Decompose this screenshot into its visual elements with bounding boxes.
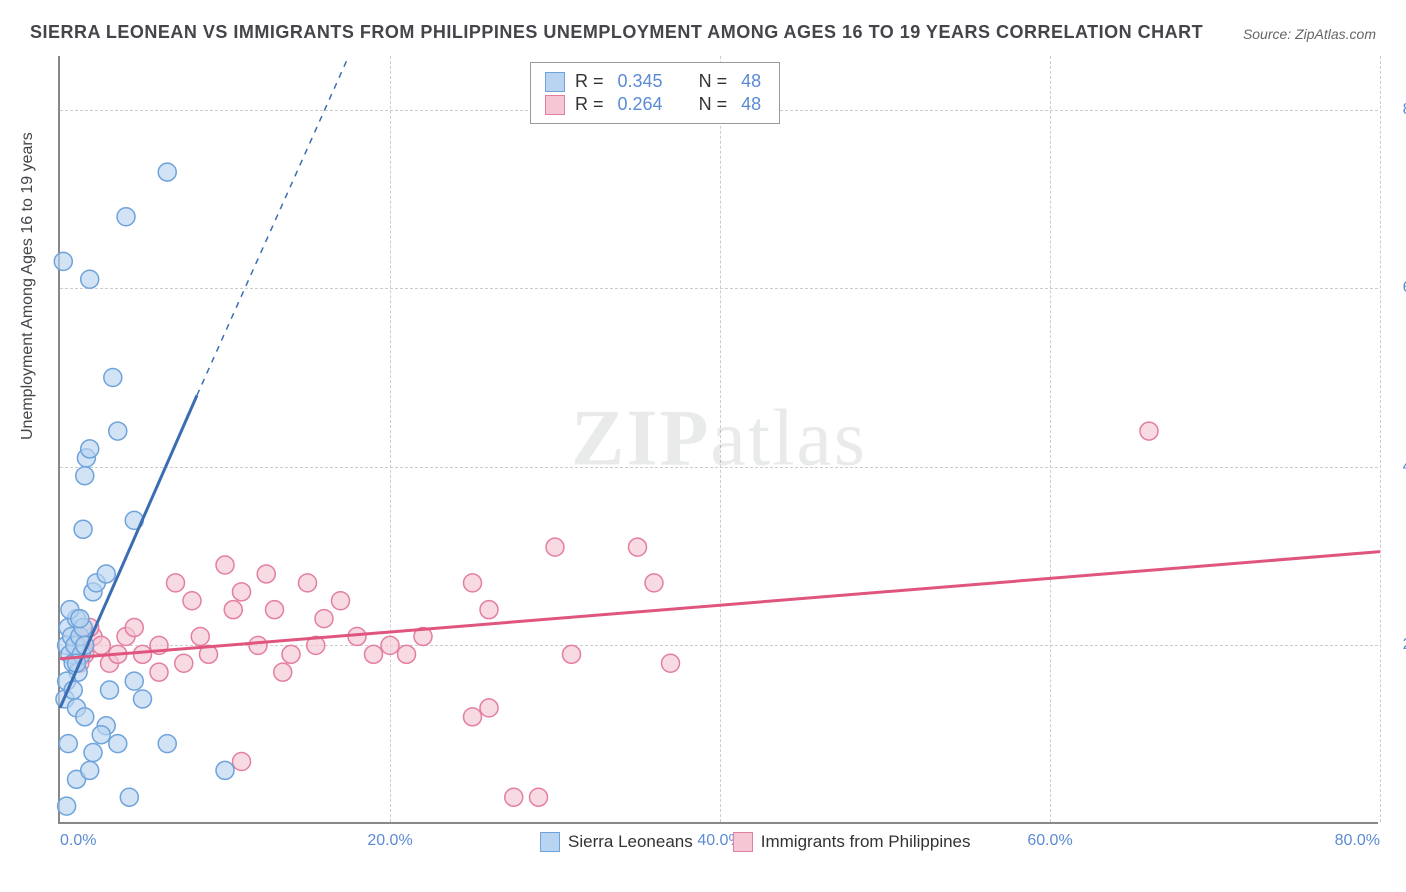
x-tick-label: 80.0% xyxy=(1335,832,1380,850)
n-value-a: 48 xyxy=(741,71,761,92)
r-value-b: 0.264 xyxy=(618,94,663,115)
chart-title: SIERRA LEONEAN VS IMMIGRANTS FROM PHILIP… xyxy=(30,22,1203,43)
series-a-name: Sierra Leoneans xyxy=(568,832,693,852)
series-legend: Sierra Leoneans Immigrants from Philippi… xyxy=(540,832,971,852)
legend-item-series-b: Immigrants from Philippines xyxy=(733,832,971,852)
swatch-series-b xyxy=(733,832,753,852)
r-label: R = xyxy=(575,94,604,115)
source-attribution: Source: ZipAtlas.com xyxy=(1243,26,1376,42)
x-tick-label: 20.0% xyxy=(367,832,412,850)
r-label: R = xyxy=(575,71,604,92)
x-tick-label: 60.0% xyxy=(1027,832,1072,850)
y-axis-label: Unemployment Among Ages 16 to 19 years xyxy=(19,132,37,440)
swatch-series-b xyxy=(545,95,565,115)
legend-row-series-b: R = 0.264 N = 48 xyxy=(545,94,765,115)
scatter-plot-svg xyxy=(60,56,1378,822)
y-tick-label: 20.0% xyxy=(1388,636,1406,654)
n-value-b: 48 xyxy=(741,94,761,115)
x-tick-label: 0.0% xyxy=(60,832,96,850)
y-tick-label: 40.0% xyxy=(1388,458,1406,476)
chart-plot-area: ZIPatlas 20.0%40.0%60.0%80.0%0.0%20.0%40… xyxy=(58,56,1378,824)
legend-row-series-a: R = 0.345 N = 48 xyxy=(545,71,765,92)
r-value-a: 0.345 xyxy=(618,71,663,92)
y-tick-label: 80.0% xyxy=(1388,101,1406,119)
swatch-series-a xyxy=(545,72,565,92)
legend-item-series-a: Sierra Leoneans xyxy=(540,832,693,852)
correlation-legend: R = 0.345 N = 48 R = 0.264 N = 48 xyxy=(530,62,780,124)
n-label: N = xyxy=(699,71,728,92)
n-label: N = xyxy=(699,94,728,115)
y-tick-label: 60.0% xyxy=(1388,279,1406,297)
series-b-name: Immigrants from Philippines xyxy=(761,832,971,852)
swatch-series-a xyxy=(540,832,560,852)
